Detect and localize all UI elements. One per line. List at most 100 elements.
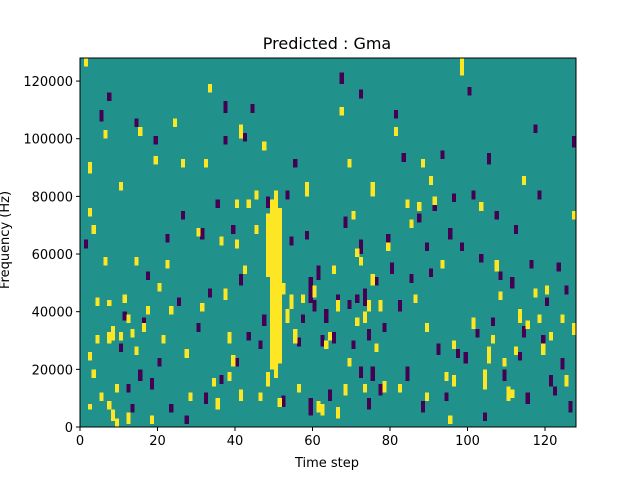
heatmap-cell-high	[572, 323, 577, 335]
heatmap-cell-high	[545, 285, 550, 295]
y-tick-label: 40000	[32, 306, 73, 321]
heatmap-cell-high	[130, 328, 135, 338]
heatmap-cell-low	[343, 216, 348, 229]
heatmap-cell-high	[324, 340, 329, 350]
heatmap-cell-high	[207, 83, 213, 93]
heatmap-cell-high	[200, 303, 205, 312]
heatmap-cell-high	[238, 389, 244, 402]
heatmap-cell-high	[459, 58, 464, 76]
heatmap-cell-high	[114, 383, 120, 393]
heatmap-cells	[83, 58, 577, 427]
heatmap-cell-low	[134, 118, 139, 128]
heatmap-cell-low	[145, 271, 151, 280]
heatmap-cell-low	[262, 314, 267, 327]
x-tick-label: 40	[227, 434, 244, 449]
heatmap-cell-high	[122, 294, 127, 304]
heatmap-cell-low	[568, 401, 573, 413]
heatmap-cell-low	[328, 389, 333, 402]
heatmap-cell-low	[444, 392, 449, 402]
heatmap-cell-low	[471, 190, 476, 200]
heatmap-cell-high	[370, 274, 375, 286]
heatmap-cell-high	[521, 176, 526, 185]
heatmap-cell-high	[111, 326, 116, 341]
heatmap-cell-high	[351, 210, 356, 220]
heatmap-cell-high	[134, 256, 139, 266]
heatmap-cell-high	[541, 343, 546, 355]
heatmap-cell-low	[382, 323, 387, 332]
heatmap-cell-high	[517, 308, 523, 324]
heatmap-cell-high	[490, 334, 495, 344]
heatmap-cell-low	[463, 352, 468, 364]
heatmap-cell-low	[452, 193, 457, 203]
heatmap-cell-high	[219, 236, 224, 246]
heatmap-cell-low	[359, 239, 364, 255]
heatmap-cell-low	[397, 300, 402, 312]
heatmap-cell-low	[83, 239, 89, 249]
heatmap-cell-high	[452, 375, 457, 387]
heatmap-cell-high	[83, 58, 89, 67]
heatmap-cell-high	[111, 409, 116, 422]
heatmap-cell-high	[335, 300, 340, 312]
heatmap-cell-high	[564, 375, 569, 387]
heatmap-cell-low	[149, 377, 154, 390]
heatmap-cell-low	[204, 392, 209, 404]
heatmap-cell-high	[304, 181, 309, 197]
heatmap-cell-low	[541, 334, 546, 347]
heatmap-cell-low	[521, 326, 526, 338]
heatmap-cell-high	[320, 403, 325, 416]
heatmap-cell-high	[196, 228, 201, 237]
y-tick-label: 60000	[32, 248, 73, 263]
heatmap-cell-low	[138, 369, 143, 381]
heatmap-cell-high	[537, 314, 542, 324]
heatmap-cell-low	[142, 317, 147, 327]
heatmap-cell-low	[533, 124, 538, 133]
heatmap-cell-high	[498, 291, 503, 301]
heatmap-cell-high	[281, 282, 286, 295]
heatmap-cell-low	[297, 337, 302, 347]
heatmap-cell-high	[235, 199, 240, 208]
heatmap-cell-low	[552, 386, 557, 396]
heatmap-cell-low	[200, 228, 205, 240]
x-tick-label: 0	[76, 434, 84, 449]
heatmap-cell-low	[370, 366, 375, 381]
heatmap-cell-low	[510, 277, 515, 289]
heatmap-cell-high	[510, 389, 515, 399]
heatmap-cell-high	[525, 320, 530, 329]
y-axis: 0 20000 40000 60000 80000 100000 120000	[23, 75, 80, 436]
heatmap-cell-high	[297, 383, 302, 393]
heatmap-cell-high	[273, 190, 278, 378]
heatmap-cell-high	[331, 265, 337, 275]
y-tick-label: 80000	[32, 190, 73, 205]
heatmap-cell-high	[169, 305, 174, 315]
heatmap-cell-high	[502, 357, 507, 367]
heatmap-cell-low	[467, 86, 472, 96]
heatmap-cell-high	[95, 334, 100, 344]
heatmap-cell-high	[370, 181, 375, 197]
heatmap-cell-high	[355, 317, 360, 327]
heatmap-cell-low	[235, 357, 240, 367]
heatmap-cell-high	[227, 331, 232, 344]
heatmap-cell-low	[184, 415, 189, 425]
heatmap-cell-low	[366, 328, 371, 341]
heatmap-cell-low	[483, 412, 488, 422]
heatmap-cell-low	[316, 265, 321, 280]
heatmap-cell-high	[184, 349, 189, 358]
heatmap-cell-low	[374, 277, 379, 286]
heatmap-cell-high	[494, 259, 499, 272]
heatmap-cell-high	[378, 300, 383, 312]
heatmap-cell-high	[180, 158, 185, 168]
heatmap-cell-low	[517, 352, 523, 361]
heatmap-cell-low	[215, 199, 220, 208]
x-tick-label: 100	[455, 434, 480, 449]
heatmap-cell-high	[87, 352, 92, 361]
heatmap-cell-high	[366, 300, 371, 312]
heatmap-cell-high	[215, 398, 220, 410]
heatmap-cell-high	[103, 130, 108, 139]
heatmap-cell-low	[525, 392, 530, 404]
heatmap-cell-high	[514, 346, 519, 355]
heatmap-cell-high	[347, 357, 352, 367]
heatmap-cell-low	[560, 357, 565, 370]
heatmap-background	[80, 58, 576, 427]
heatmap-cell-high	[91, 369, 96, 378]
